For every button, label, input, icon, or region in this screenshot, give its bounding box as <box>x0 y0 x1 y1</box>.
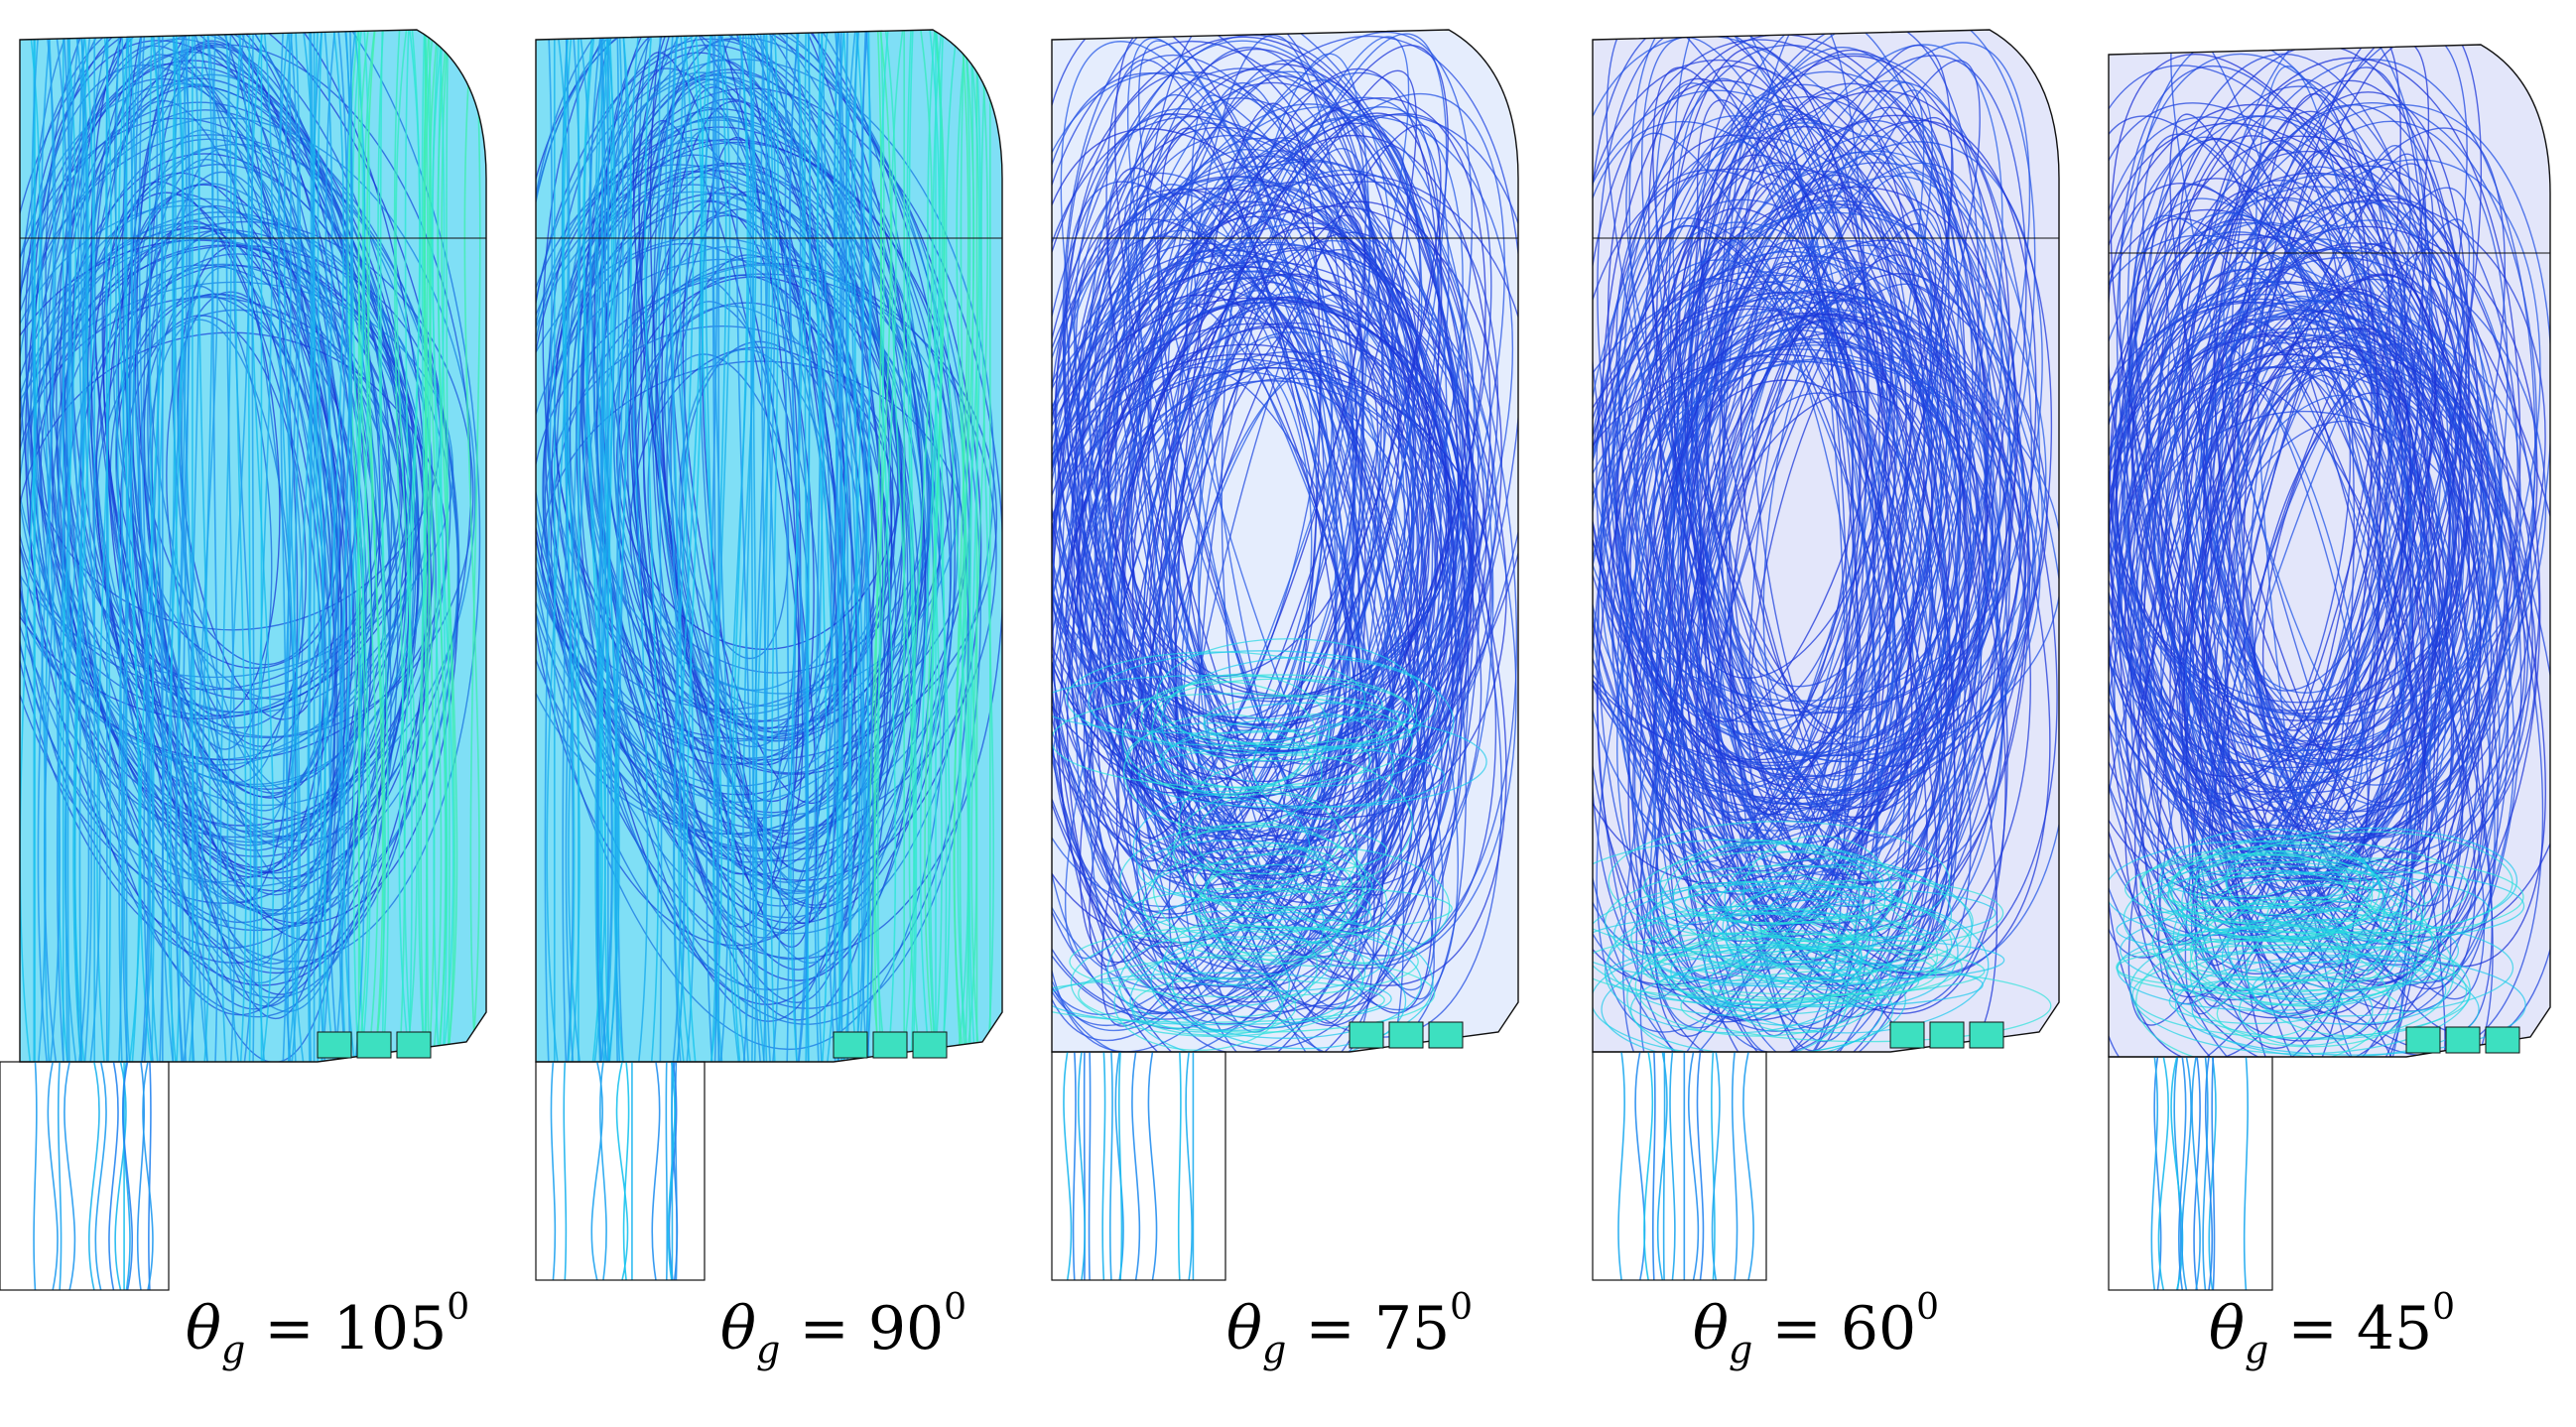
streamline-panel-5 <box>2108 44 2551 1291</box>
streamline-panel-3 <box>1051 29 1519 1281</box>
theta-symbol: θ <box>2208 1294 2246 1363</box>
caption-panel-4: θg = 600 <box>1692 1287 1940 1371</box>
theta-symbol: θ <box>1225 1294 1263 1363</box>
angle-value: 90 <box>867 1294 945 1363</box>
streamline-panel-2 <box>535 29 1003 1281</box>
theta-symbol: θ <box>1692 1294 1730 1363</box>
angle-value: 105 <box>332 1294 448 1363</box>
angle-value: 60 <box>1840 1294 1917 1363</box>
caption-panel-5: θg = 450 <box>2208 1287 2456 1371</box>
streamline-panel-4 <box>1592 29 2060 1281</box>
caption-panel-3: θg = 750 <box>1225 1287 1474 1371</box>
caption-panel-2: θg = 900 <box>719 1287 967 1371</box>
streamline-panel-1 <box>0 29 487 1291</box>
caption-panel-1: θg = 1050 <box>185 1287 470 1371</box>
theta-symbol: θ <box>719 1294 757 1363</box>
theta-symbol: θ <box>185 1294 221 1363</box>
angle-value: 45 <box>2356 1294 2433 1363</box>
angle-value: 75 <box>1373 1294 1451 1363</box>
